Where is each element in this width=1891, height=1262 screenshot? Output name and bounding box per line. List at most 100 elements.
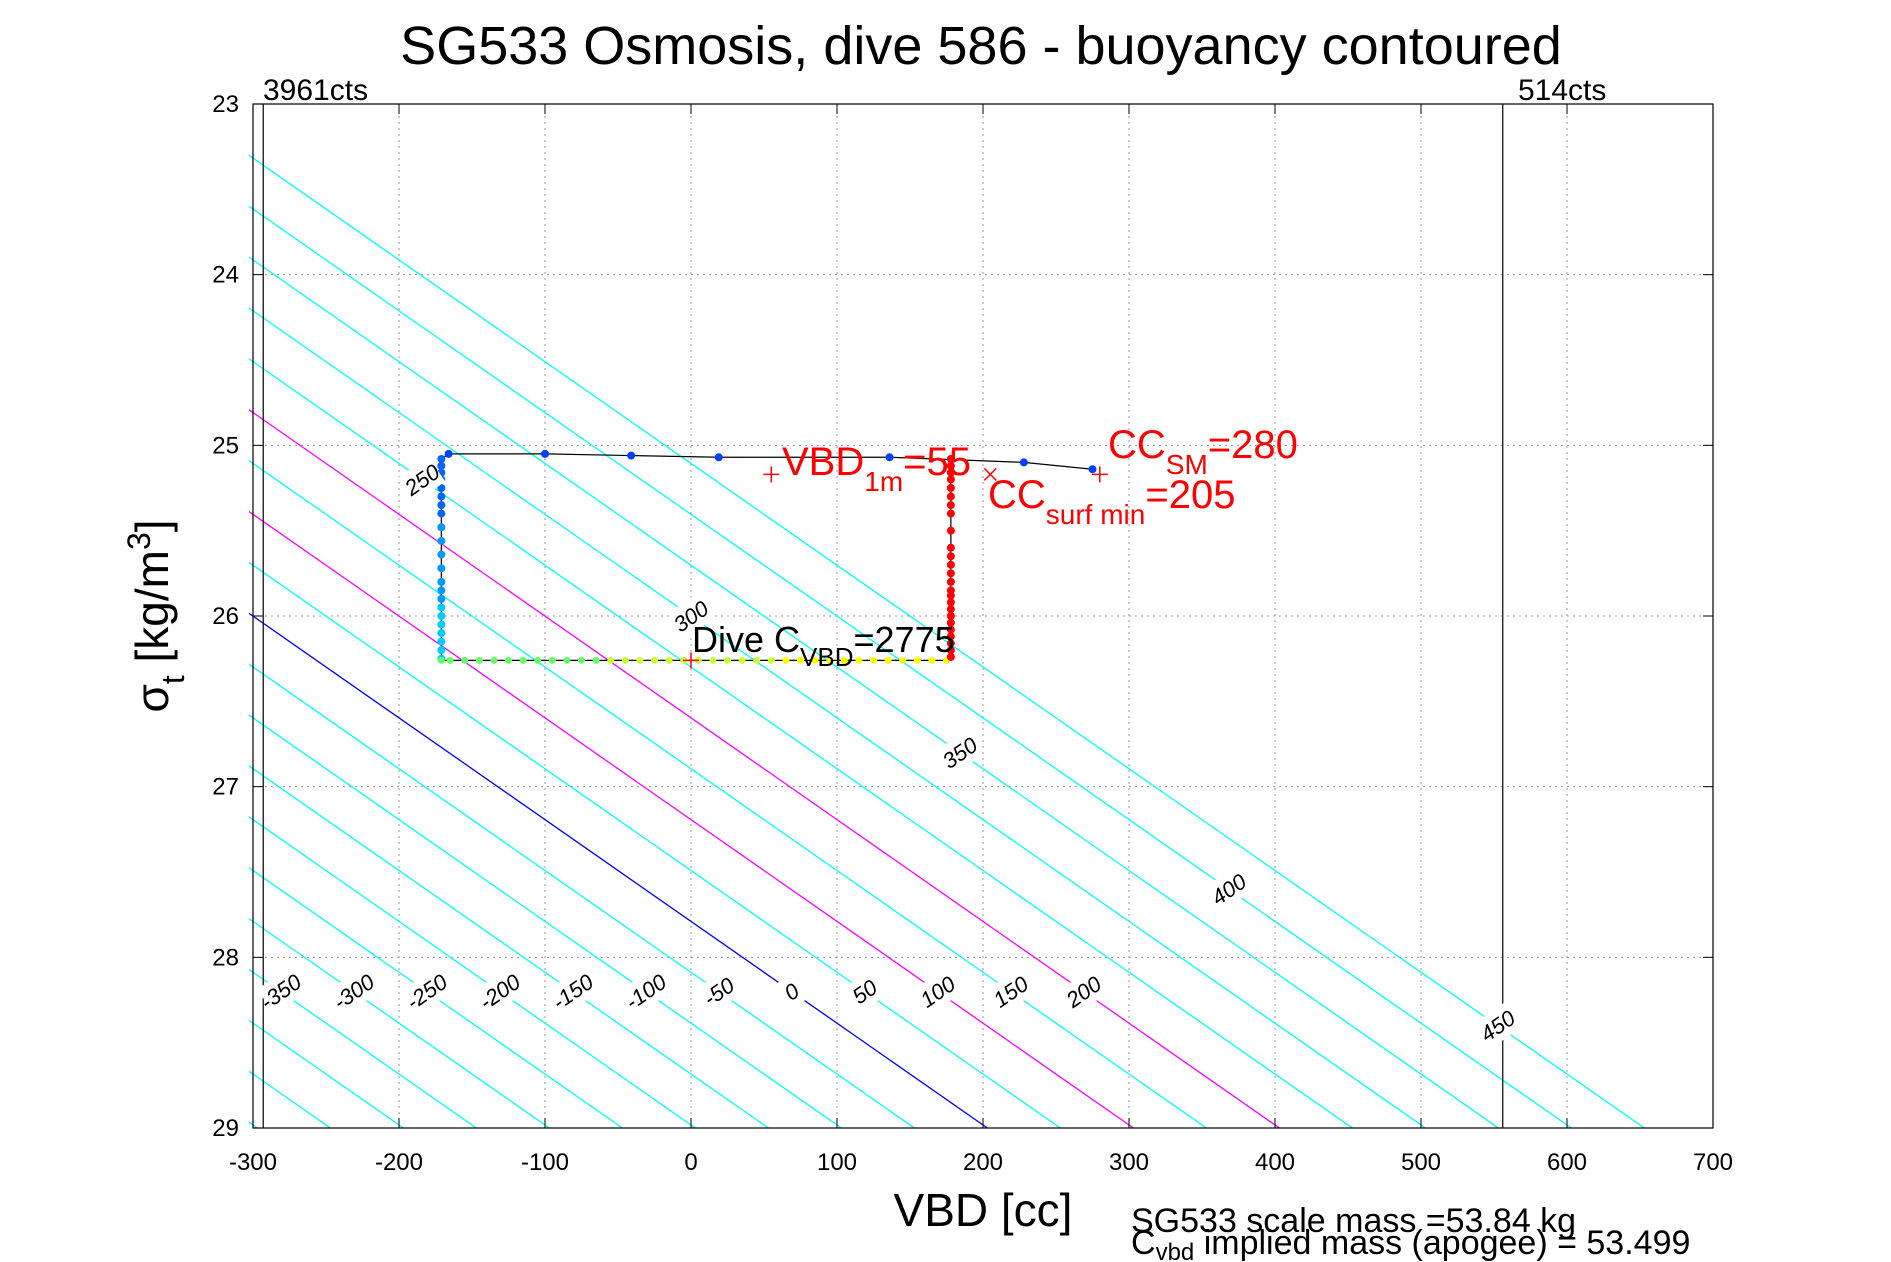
ascent-point: [946, 484, 955, 492]
descent-point: [437, 646, 446, 655]
contour-label-bg: [695, 968, 742, 1015]
contour-line: [249, 561, 1061, 1128]
y-axis-label-main: σ: [126, 684, 178, 712]
descent-point: [437, 484, 446, 492]
tick-layer: -300 -200 -100 0 100 200 300 400 500 600 700 23 24 25…: [212, 91, 1733, 1176]
ascent-point: [946, 468, 955, 477]
y-tick-label: 26: [212, 603, 239, 630]
implied-mass-rest: implied mass (apogee) = 53.499: [1194, 1224, 1690, 1262]
ascent-point: [946, 526, 955, 535]
contour-label-bg: [398, 456, 446, 503]
ascent-point: [946, 560, 955, 569]
y-axis-label: σt [kg/m3]: [121, 519, 191, 712]
ascent-point: [946, 605, 955, 614]
implied-mass-footnote: Cvbd implied mass (apogee) = 53.499: [1131, 1224, 1690, 1262]
ascent-point: [946, 639, 955, 648]
plus-marker: [683, 652, 699, 669]
descent-point: [446, 656, 454, 664]
vbd-limit-lines: [262, 104, 1504, 1128]
descent-point: [811, 656, 819, 664]
contour-line: [249, 714, 842, 1128]
descent-point: [714, 453, 723, 462]
chart-title: SG533 Osmosis, dive 586 - buoyancy conto…: [400, 16, 1562, 76]
ascent-point: [946, 543, 955, 552]
ascent-point: [946, 454, 955, 463]
ascent-point: [946, 475, 955, 484]
y-axis-label-sup: 3: [121, 532, 157, 550]
contour-line: [249, 866, 623, 1128]
x-tick-label: -300: [229, 1149, 277, 1176]
descent-point: [738, 656, 746, 664]
y-tick-label: 28: [212, 944, 239, 971]
contour-line: [249, 510, 1134, 1128]
descent-point: [505, 656, 512, 664]
ascent-point: [946, 509, 955, 518]
descent-point: [627, 451, 636, 460]
cc-surf-main: CC: [988, 473, 1046, 517]
contour-label-bg: [936, 729, 984, 776]
y-axis-label-sub: t: [155, 675, 191, 684]
x-tick-label: 400: [1255, 1149, 1295, 1176]
contour-label-bg: [1474, 1003, 1521, 1049]
x-tick-label: 300: [1109, 1149, 1149, 1176]
descent-point: [437, 637, 446, 646]
descent-point: [724, 656, 731, 664]
x-axis-label: VBD [cc]: [894, 1184, 1073, 1236]
descent-point: [437, 550, 446, 559]
contour-label-bg: [476, 968, 523, 1015]
contour-line: [249, 154, 1645, 1128]
descent-point: [578, 656, 585, 664]
vbd-1m-annotation: VBD1m=55: [782, 440, 971, 497]
contour-line: [249, 205, 1572, 1128]
descent-point: [855, 656, 863, 664]
ascent-point: [946, 552, 955, 561]
y-tick-label: 23: [212, 91, 239, 118]
ascent-point: [946, 569, 955, 578]
ascent-point: [946, 646, 955, 655]
descent-point: [519, 656, 527, 664]
contour-label-bg: [1060, 968, 1107, 1015]
descent-point: [475, 656, 483, 664]
contour-line: [249, 408, 1280, 1128]
contour-label-bg: [257, 968, 304, 1015]
implied-mass-sub: vbd: [1156, 1239, 1195, 1262]
descent-point: [928, 656, 936, 664]
ascent-point: [946, 632, 955, 641]
dive-cvbd-sub: VBD: [800, 642, 853, 672]
contour-line: [249, 256, 1499, 1128]
cc-surf-sub: surf min: [1046, 499, 1146, 530]
descent-point: [534, 656, 542, 664]
descent-point: [621, 656, 629, 664]
x-tick-label: -200: [375, 1149, 423, 1176]
right-limit-label: 514cts: [1518, 74, 1606, 107]
ascent-point: [946, 577, 955, 586]
descent-point: [437, 536, 446, 545]
implied-mass-main: C: [1131, 1224, 1156, 1262]
ascent-point: [946, 461, 955, 470]
descent-point: [840, 656, 848, 664]
descent-point: [548, 656, 556, 664]
descent-point: [437, 501, 446, 510]
descent-point: [437, 461, 446, 470]
contour-line: [249, 816, 696, 1128]
contour-label-bg: [330, 968, 377, 1015]
descent-point: [913, 656, 921, 664]
descent-point: [437, 454, 446, 463]
descent-point: [651, 656, 658, 664]
descent-point: [541, 449, 549, 458]
cc-sm-annotation: CCSM=280: [1108, 423, 1298, 480]
x-tick-label: 500: [1401, 1149, 1441, 1176]
descent-point: [665, 656, 673, 664]
descent-point: [870, 656, 877, 664]
descent-point: [899, 656, 907, 664]
contour-label-bg: [987, 968, 1034, 1015]
plus-marker: [763, 466, 780, 483]
ascent-point: [946, 652, 955, 661]
vbd-1m-main: VBD: [782, 440, 864, 484]
descent-point: [563, 656, 571, 664]
y-tick-label: 29: [212, 1115, 239, 1142]
y-axis-label-close: ]: [126, 519, 178, 532]
x-tick-label: 600: [1547, 1149, 1587, 1176]
descent-point: [636, 656, 644, 664]
